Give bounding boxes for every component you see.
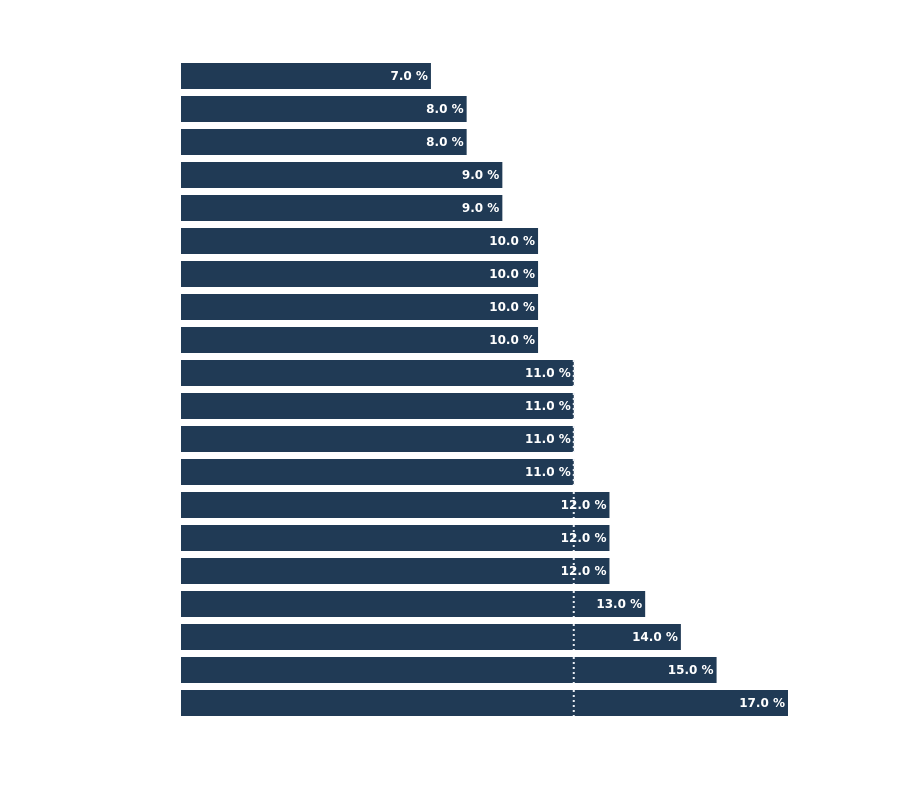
bar-19 bbox=[181, 690, 788, 716]
bar-value-label: 14.0 % bbox=[632, 630, 678, 644]
bar-2 bbox=[181, 129, 467, 155]
bar-value-label: 11.0 % bbox=[525, 432, 571, 446]
bar-11 bbox=[181, 426, 574, 452]
bar-value-label: 11.0 % bbox=[525, 465, 571, 479]
bar-value-label: 8.0 % bbox=[426, 135, 463, 149]
bar-value-label: 10.0 % bbox=[489, 234, 535, 248]
bar-6 bbox=[181, 261, 539, 287]
bars-group bbox=[181, 63, 788, 716]
bar-4 bbox=[181, 195, 503, 221]
bar-value-label: 10.0 % bbox=[489, 267, 535, 281]
bar-18 bbox=[181, 657, 717, 683]
bar-3 bbox=[181, 162, 503, 188]
bar-12 bbox=[181, 459, 574, 485]
bar-value-label: 12.0 % bbox=[561, 564, 607, 578]
bar-value-label: 12.0 % bbox=[561, 531, 607, 545]
bar-value-label: 8.0 % bbox=[426, 102, 463, 116]
bar-17 bbox=[181, 624, 681, 650]
bar-value-label: 12.0 % bbox=[561, 498, 607, 512]
bar-value-label: 7.0 % bbox=[390, 69, 427, 83]
bar-value-label: 10.0 % bbox=[489, 333, 535, 347]
bar-15 bbox=[181, 558, 610, 584]
bar-5 bbox=[181, 228, 539, 254]
bar-14 bbox=[181, 525, 610, 551]
bar-value-label: 13.0 % bbox=[596, 597, 642, 611]
bar-1 bbox=[181, 96, 467, 122]
bar-16 bbox=[181, 591, 646, 617]
bar-8 bbox=[181, 327, 539, 353]
bar-13 bbox=[181, 492, 610, 518]
bar-value-label: 10.0 % bbox=[489, 300, 535, 314]
bar-0 bbox=[181, 63, 431, 89]
bar-value-label: 15.0 % bbox=[668, 663, 714, 677]
bar-10 bbox=[181, 393, 574, 419]
bar-value-label: 11.0 % bbox=[525, 366, 571, 380]
bar-value-label: 9.0 % bbox=[462, 201, 499, 215]
bar-value-label: 11.0 % bbox=[525, 399, 571, 413]
bar-value-label: 9.0 % bbox=[462, 168, 499, 182]
bar-9 bbox=[181, 360, 574, 386]
data-labels-group: 7.0 % 8.0 % 8.0 % 9.0 % 9.0 % 10.0 % 10.0 % 10.… bbox=[390, 69, 785, 710]
bar-7 bbox=[181, 294, 539, 320]
bar-value-label: 17.0 % bbox=[739, 696, 785, 710]
